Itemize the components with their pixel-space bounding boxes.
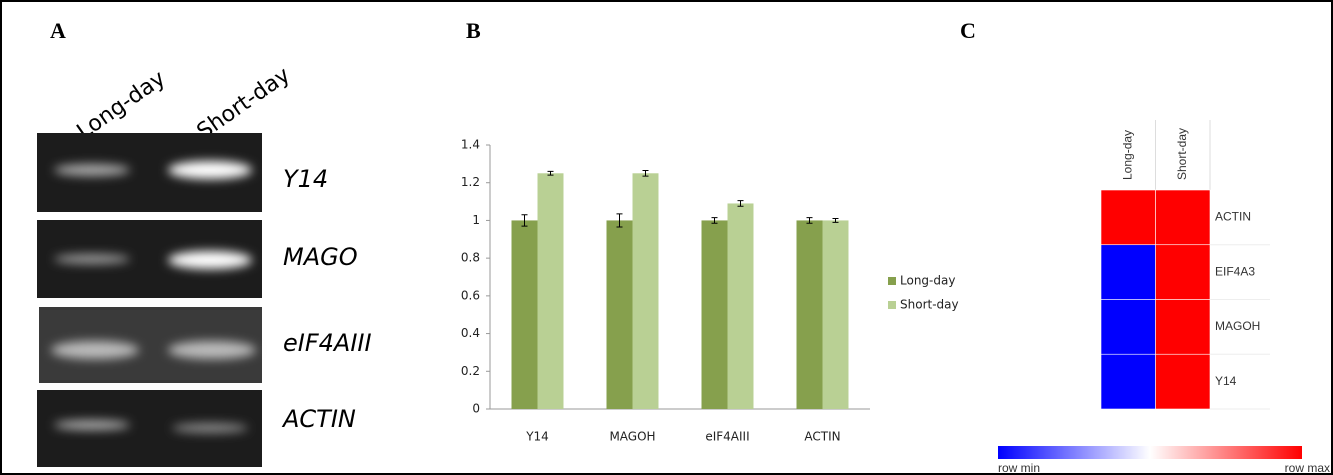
figure: A B C Long-day Short-day Y14 MAGO eIF4AI… [0,0,1333,475]
row-label: ACTIN [1215,210,1251,224]
bar [702,220,728,409]
bar [633,173,659,409]
heatmap-cell [1101,190,1156,245]
x-tick-label: ACTIN [804,430,840,444]
heatmap-cell [1156,354,1211,409]
colorbar-label: row max [1285,461,1330,475]
legend-label: Long-day [900,274,955,288]
x-tick-label: MAGOH [609,430,655,444]
bar [728,203,754,409]
colorbar [998,446,1302,459]
gene-label: eIF4AIII [283,329,372,357]
x-tick-label: Y14 [525,430,549,444]
column-label: Short-day [1175,128,1189,180]
column-label: Long-day [1120,130,1134,180]
gene-label: Y14 [283,165,328,193]
colorbar-label: row min [998,461,1040,475]
panel-label: C [960,18,976,43]
heatmap-cell [1156,245,1211,300]
heatmap-cell [1101,300,1156,355]
gel: Long-day Short-day Y14 MAGO eIF4AIII ACT… [37,63,372,467]
gene-label: MAGO [283,243,358,271]
y-tick-label: 0.4 [461,326,480,340]
heatmap-cell [1156,300,1211,355]
y-tick-label: 0.2 [461,364,480,378]
panel-label: B [466,18,481,43]
bar [797,220,823,409]
y-tick-label: 1.2 [461,175,480,189]
y-tick-label: 1 [472,213,480,227]
heatmap-cell [1101,245,1156,300]
gene-label: ACTIN [281,405,356,433]
row-label: Y14 [1215,374,1237,388]
legend-swatch [888,301,896,309]
heatmap-cell [1101,354,1156,409]
y-tick-label: 0 [472,402,480,416]
legend-label: Short-day [900,298,959,312]
row-label: EIF4A3 [1215,264,1255,278]
panel-label: A [50,18,66,43]
bar [538,173,564,409]
row-label: MAGOH [1215,319,1260,333]
y-tick-label: 0.8 [461,251,480,265]
lane-label: Short-day [193,63,295,145]
y-tick-label: 1.4 [461,138,480,152]
x-tick-label: eIF4AIII [705,430,749,444]
bar [823,220,849,409]
bar [512,220,538,409]
heatmap-cell [1156,190,1211,245]
y-tick-label: 0.6 [461,288,480,302]
bar [607,220,633,409]
legend-swatch [888,277,896,285]
